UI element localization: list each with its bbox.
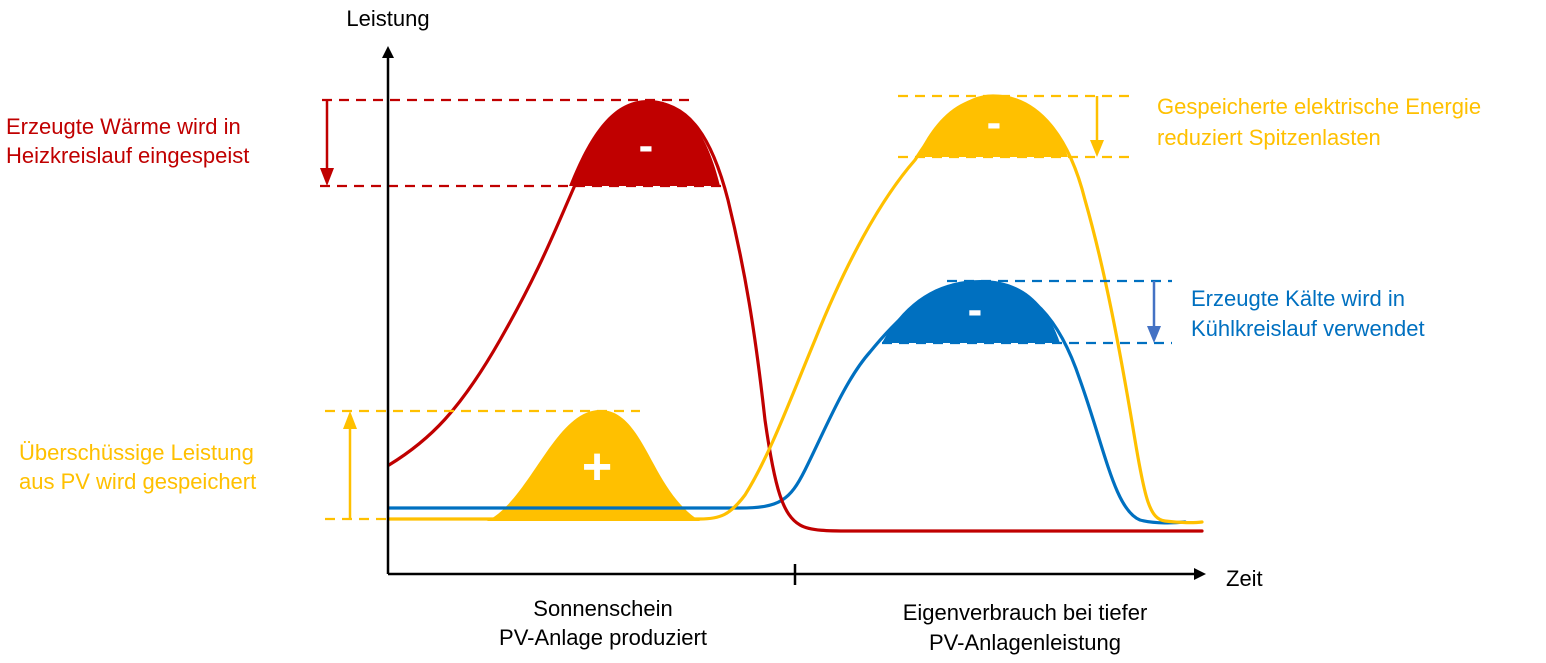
stored-sign: -	[987, 98, 1002, 147]
stored-annotation-line2: reduziert Spitzenlasten	[1157, 125, 1381, 150]
period-left-line2: PV-Anlage produziert	[499, 625, 707, 650]
y-axis-label: Leistung	[346, 6, 429, 31]
period-left-line1: Sonnenschein	[533, 596, 672, 621]
stored-arrow	[1090, 96, 1104, 157]
cold-sign: -	[968, 285, 983, 334]
cooling-curve	[387, 281, 1187, 525]
surplus-hump-fill	[487, 410, 700, 521]
period-right-line1: Eigenverbrauch bei tiefer	[903, 600, 1148, 625]
cold-annotation-line2: Kühlkreislauf verwendet	[1191, 316, 1425, 341]
period-right-line2: PV-Anlagenleistung	[929, 630, 1121, 655]
heat-annotation-line1: Erzeugte Wärme wird in	[6, 114, 241, 139]
cold-arrow	[1147, 281, 1161, 343]
heat-arrow	[320, 100, 334, 186]
heat-sign: -	[639, 121, 654, 170]
cold-annotation-line1: Erzeugte Kälte wird in	[1191, 286, 1405, 311]
cold-hump-fill	[882, 280, 1060, 343]
surplus-annotation-line2: aus PV wird gespeichert	[19, 469, 256, 494]
surplus-arrow	[343, 411, 357, 519]
x-axis-label: Zeit	[1226, 566, 1263, 591]
surplus-sign: +	[582, 438, 612, 496]
surplus-annotation-line1: Überschüssige Leistung	[19, 440, 254, 465]
heat-hump-fill	[569, 100, 720, 186]
stored-annotation-line1: Gespeicherte elektrische Energie	[1157, 94, 1481, 119]
heat-curve	[387, 100, 1204, 533]
pv-storage-curve	[387, 94, 1204, 525]
heat-annotation-line2: Heizkreislauf eingespeist	[6, 143, 249, 168]
